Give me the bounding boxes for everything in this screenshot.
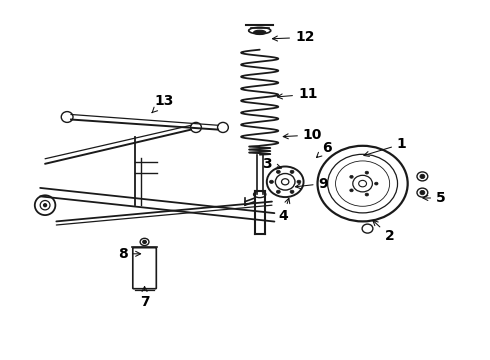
Ellipse shape bbox=[270, 180, 273, 184]
Ellipse shape bbox=[350, 189, 353, 192]
Ellipse shape bbox=[143, 240, 146, 243]
Text: 4: 4 bbox=[278, 198, 290, 223]
Text: 8: 8 bbox=[118, 247, 141, 261]
Ellipse shape bbox=[290, 190, 294, 193]
Text: 12: 12 bbox=[272, 31, 315, 44]
Ellipse shape bbox=[276, 190, 280, 193]
Ellipse shape bbox=[420, 174, 425, 179]
Text: 5: 5 bbox=[423, 191, 446, 205]
Text: 11: 11 bbox=[277, 87, 318, 101]
Ellipse shape bbox=[365, 171, 368, 174]
Ellipse shape bbox=[290, 170, 294, 174]
Ellipse shape bbox=[254, 30, 266, 35]
Text: 13: 13 bbox=[152, 94, 174, 113]
Ellipse shape bbox=[276, 170, 280, 174]
Text: 7: 7 bbox=[140, 287, 149, 309]
Text: 1: 1 bbox=[364, 137, 407, 156]
Text: 6: 6 bbox=[317, 141, 332, 158]
Text: 10: 10 bbox=[283, 128, 322, 142]
Ellipse shape bbox=[44, 204, 47, 207]
Ellipse shape bbox=[375, 182, 378, 185]
Ellipse shape bbox=[297, 180, 301, 184]
Ellipse shape bbox=[350, 175, 353, 178]
Ellipse shape bbox=[420, 190, 425, 195]
Ellipse shape bbox=[365, 193, 368, 196]
Text: 3: 3 bbox=[262, 157, 281, 171]
Text: 2: 2 bbox=[373, 220, 394, 243]
Text: 9: 9 bbox=[295, 177, 328, 190]
